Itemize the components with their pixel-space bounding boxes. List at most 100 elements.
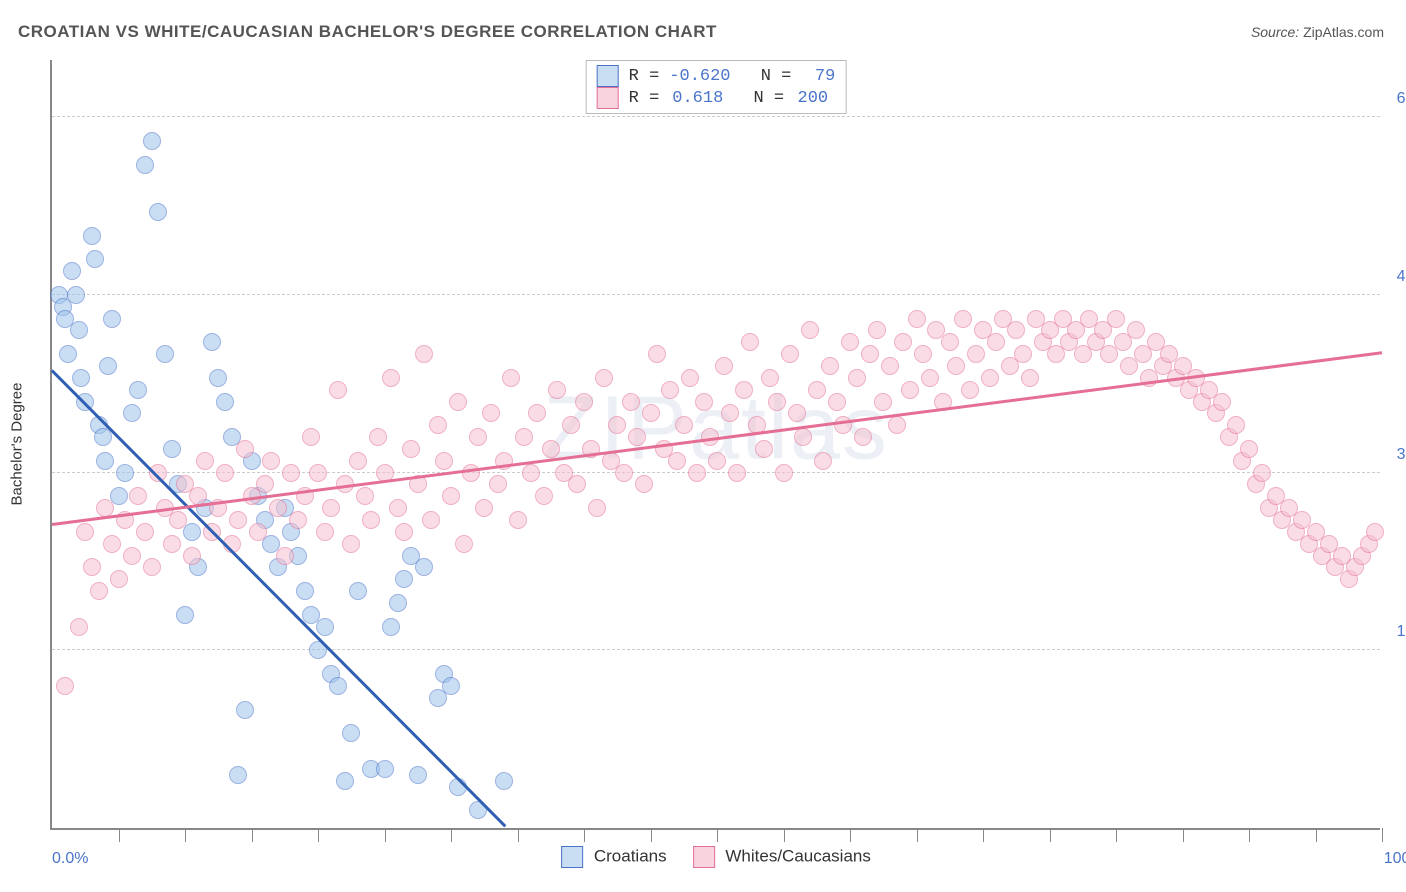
data-point [588,499,606,517]
x-tick [252,828,253,842]
data-point [256,475,274,493]
x-tick [651,828,652,842]
data-point [775,464,793,482]
legend-item-1: Whites/Caucasians [693,846,871,868]
data-point [90,582,108,600]
data-point [103,535,121,553]
x-tick [318,828,319,842]
data-point [801,321,819,339]
data-point [163,535,181,553]
data-point [96,452,114,470]
data-point [961,381,979,399]
data-point [422,511,440,529]
data-point [349,582,367,600]
data-point [1014,345,1032,363]
data-point [196,452,214,470]
n-label-0: N = [761,67,792,86]
swatch-series-0 [597,65,619,87]
data-point [269,499,287,517]
r-label-0: R = [629,67,660,86]
x-tick [185,828,186,842]
gridline-h [52,116,1380,117]
data-point [103,310,121,328]
data-point [136,523,154,541]
data-point [389,499,407,517]
data-point [1227,416,1245,434]
data-point [755,440,773,458]
data-point [362,511,380,529]
data-point [176,606,194,624]
source-label: Source: [1251,24,1299,40]
data-point [143,558,161,576]
data-point [708,452,726,470]
data-point [681,369,699,387]
data-point [70,618,88,636]
data-point [376,760,394,778]
x-tick [917,828,918,842]
data-point [72,369,90,387]
data-point [868,321,886,339]
data-point [342,535,360,553]
data-point [987,333,1005,351]
x-max-label: 100.0% [1384,850,1406,868]
data-point [628,428,646,446]
trend-line [51,370,506,828]
source-link[interactable]: ZipAtlas.com [1303,24,1384,40]
data-point [342,724,360,742]
data-point [302,428,320,446]
data-point [309,464,327,482]
data-point [389,594,407,612]
data-point [715,357,733,375]
data-point [442,487,460,505]
data-point [56,677,74,695]
data-point [575,393,593,411]
y-tick-label: 60.0% [1397,90,1406,108]
gridline-h [52,294,1380,295]
data-point [788,404,806,422]
data-point [648,345,666,363]
data-point [608,416,626,434]
r-value-0: -0.620 [669,67,730,86]
data-point [59,345,77,363]
data-point [356,487,374,505]
plot-area: ZIPatlas Bachelor's Degree R = -0.620 N … [50,60,1380,830]
x-tick [1183,828,1184,842]
data-point [149,203,167,221]
data-point [901,381,919,399]
data-point [395,570,413,588]
data-point [622,393,640,411]
data-point [1213,393,1231,411]
data-point [635,475,653,493]
data-point [1021,369,1039,387]
data-point [781,345,799,363]
data-point [382,369,400,387]
legend-label-1: Whites/Caucasians [725,846,871,865]
data-point [262,452,280,470]
data-point [881,357,899,375]
data-point [203,333,221,351]
data-point [741,333,759,351]
x-tick [584,828,585,842]
stats-legend: R = -0.620 N = 79 R = 0.618 N = 200 [586,60,847,114]
data-point [1366,523,1384,541]
swatch-series-1 [597,87,619,109]
data-point [502,369,520,387]
data-point [489,475,507,493]
data-point [282,464,300,482]
data-point [236,440,254,458]
data-point [848,369,866,387]
data-point [415,558,433,576]
data-point [449,393,467,411]
data-point [83,227,101,245]
data-point [382,618,400,636]
x-tick [1382,828,1383,842]
data-point [462,464,480,482]
source-attribution: Source: ZipAtlas.com [1251,24,1384,40]
gridline-h [52,472,1380,473]
data-point [914,345,932,363]
data-point [548,381,566,399]
data-point [216,393,234,411]
data-point [395,523,413,541]
data-point [469,428,487,446]
data-point [894,333,912,351]
